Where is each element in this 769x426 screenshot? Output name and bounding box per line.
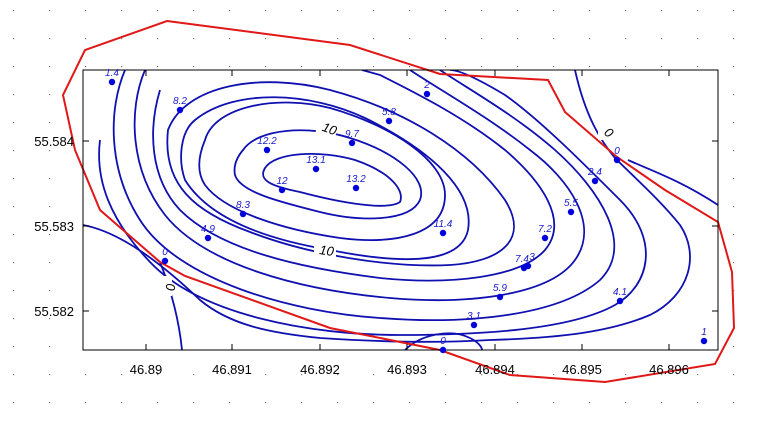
sample-point-label: 1.4 [105, 68, 119, 79]
sample-point-label: 5.9 [493, 283, 507, 294]
sample-point [700, 337, 708, 345]
sample-point-label: 2.4 [587, 167, 602, 178]
sample-point [423, 90, 431, 98]
sample-point-label: 8.3 [236, 200, 250, 211]
sample-point [591, 177, 599, 185]
sample-point-label: 11.4 [434, 219, 453, 230]
x-tick-label: 46.89 [130, 362, 163, 377]
sample-point-label: 8.2 [173, 96, 187, 107]
contour-line-11 [198, 101, 446, 241]
sample-point [496, 293, 504, 301]
sample-point [352, 184, 360, 192]
sample-point-label: 13.1 [306, 155, 325, 166]
sample-point-label: 13.2 [346, 174, 366, 185]
contour-line-10 [180, 96, 470, 261]
x-tick-label: 46.893 [387, 362, 427, 377]
contour-line-5 [98, 70, 647, 336]
contour-line-2 [627, 159, 718, 206]
sample-point-label: 12.2 [257, 136, 277, 147]
sample-point-label: 5.8 [382, 107, 396, 118]
sample-point-label: 5.5 [564, 198, 578, 209]
x-tick-label: 46.895 [562, 362, 602, 377]
sample-point [439, 229, 447, 237]
y-tick-label: 55.584 [34, 134, 74, 149]
sample-point-label: 0 [162, 247, 168, 258]
sample-point [385, 117, 393, 125]
sample-point-label: 1 [701, 327, 707, 338]
sample-point [204, 234, 212, 242]
sample-point-label: 0 [614, 146, 620, 157]
sample-point-label: 4.9 [201, 224, 215, 235]
sample-point-label: 0 [440, 336, 446, 347]
sample-point-label: 9.7 [345, 129, 359, 140]
sample-point-label: 2 [423, 80, 430, 91]
contour-label: 0 [163, 283, 178, 291]
sample-point [278, 186, 286, 194]
contour-line-7 [133, 70, 585, 301]
sample-point [176, 106, 184, 114]
sample-point [348, 139, 356, 147]
x-axis-ticks [145, 70, 670, 350]
sample-point [567, 208, 575, 216]
sample-point [108, 78, 116, 86]
boundary-outline [61, 19, 736, 384]
sample-point-label: 7.4 [515, 254, 529, 265]
sample-point-label: 12 [276, 176, 288, 187]
contour-line-1 [404, 332, 483, 350]
contour-line-13 [262, 153, 402, 207]
sample-point [616, 297, 624, 305]
sample-point [263, 146, 271, 154]
contour-line-3 [159, 261, 183, 350]
x-tick-label: 46.891 [212, 362, 252, 377]
contour-label: 10 [318, 242, 335, 259]
contour-line-6 [112, 70, 616, 321]
sample-point-label: 7.2 [538, 224, 552, 235]
sample-point [161, 257, 169, 265]
sample-point [239, 210, 247, 218]
y-tick-label: 55.582 [34, 304, 74, 319]
contour-label: 10 [320, 119, 339, 138]
contour-line-8 [152, 70, 556, 282]
plot-frame [82, 69, 719, 351]
sample-point [613, 156, 621, 164]
contour-line-9 [166, 81, 515, 267]
sample-point [470, 321, 478, 329]
sample-point [439, 346, 447, 354]
y-axis-ticks [83, 140, 718, 312]
contour-line-4 [83, 70, 691, 343]
x-tick-label: 46.896 [649, 362, 689, 377]
sample-point [541, 234, 549, 242]
sample-point-label: 4.1 [613, 287, 627, 298]
sample-point-label: 3.1 [467, 311, 481, 322]
y-tick-label: 55.583 [34, 219, 74, 234]
x-tick-label: 46.894 [475, 362, 515, 377]
x-tick-label: 46.892 [300, 362, 340, 377]
sample-point [312, 165, 320, 173]
sample-point-label: 3 [529, 252, 535, 263]
sample-point [524, 262, 532, 270]
contour-lines [83, 70, 718, 350]
